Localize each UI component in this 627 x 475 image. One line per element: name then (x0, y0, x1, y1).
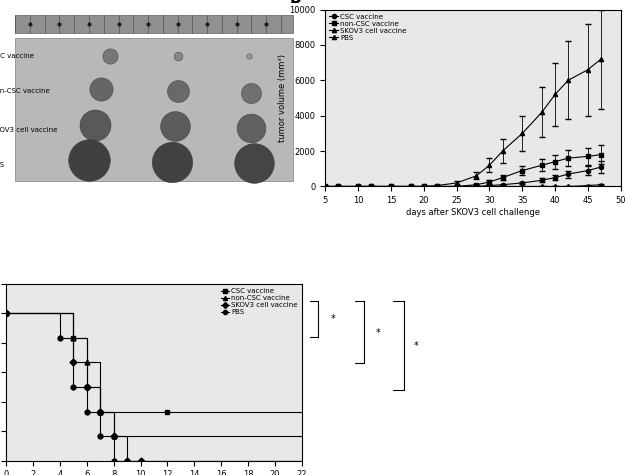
Legend: CSC vaccine, non-CSC vaccine, SKOV3 cell vaccine, PBS: CSC vaccine, non-CSC vaccine, SKOV3 cell… (220, 287, 298, 316)
Text: non-CSC vaccine: non-CSC vaccine (0, 88, 50, 94)
Point (172, 52, 182, 59)
Text: *: * (414, 341, 419, 351)
Legend: CSC vaccine, non-CSC vaccine, SKOV3 cell vaccine, PBS: CSC vaccine, non-CSC vaccine, SKOV3 cell… (329, 13, 407, 41)
Point (96, 86, 106, 93)
Bar (15, 38, 293, 181)
Bar (15, 15, 293, 32)
Point (84, 156, 94, 164)
Point (250, 160, 260, 167)
Text: PBS: PBS (0, 162, 4, 168)
Text: B: B (290, 0, 302, 6)
Point (167, 158, 177, 165)
Point (90, 121, 100, 128)
Text: *: * (376, 328, 381, 338)
Text: CSC vaccine: CSC vaccine (0, 53, 34, 58)
Point (246, 89, 256, 96)
Y-axis label: tumor volume (mm³): tumor volume (mm³) (278, 54, 287, 142)
Point (243, 52, 253, 59)
Text: *: * (331, 314, 336, 324)
Point (105, 52, 115, 59)
Point (170, 123, 180, 130)
Text: SKOV3 cell vaccine: SKOV3 cell vaccine (0, 127, 58, 133)
Point (172, 87, 182, 95)
X-axis label: days after SKOV3 cell challenge: days after SKOV3 cell challenge (406, 208, 540, 217)
Point (246, 124, 256, 132)
